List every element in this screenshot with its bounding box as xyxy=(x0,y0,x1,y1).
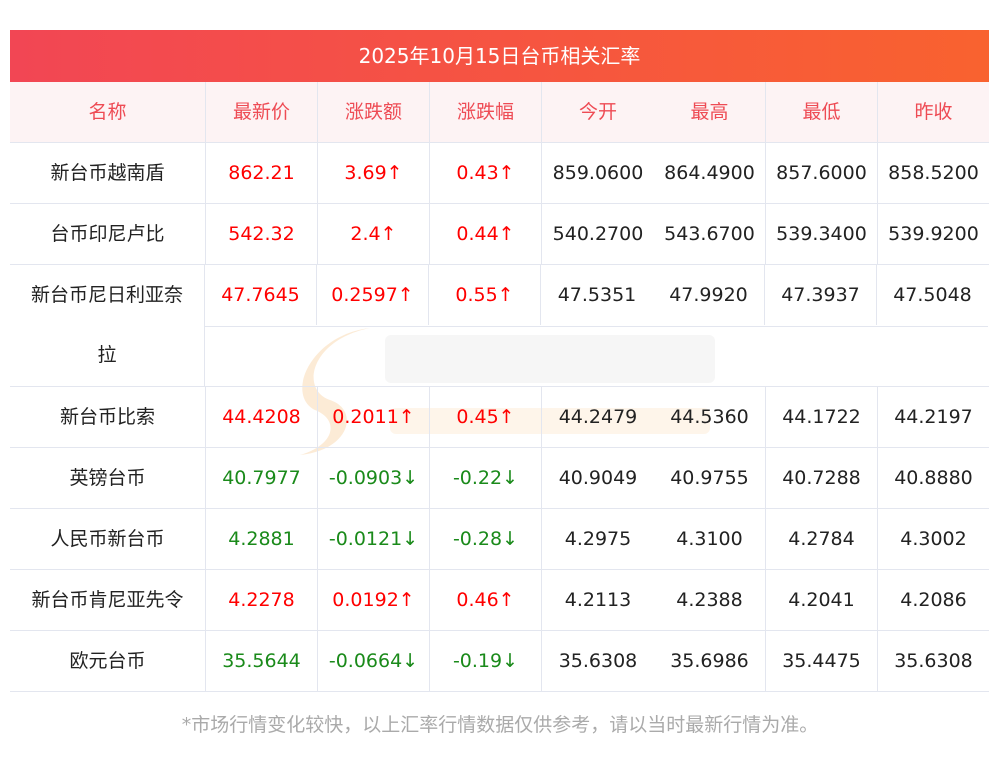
cell-open: 859.0600 xyxy=(552,162,644,184)
currency-pair-name: 新台币尼日利亚奈拉 xyxy=(10,265,205,386)
cell-low: 4.2041 xyxy=(766,570,878,630)
cell-low: 40.7288 xyxy=(766,448,878,508)
cell-change: -0.0121↓ xyxy=(318,509,430,569)
cell-latest: 44.4208 xyxy=(206,387,318,447)
cell-open: 35.6308 xyxy=(558,650,638,672)
cell-prev: 35.6308 xyxy=(894,650,973,672)
cell-change: -0.0664↓ xyxy=(318,631,430,691)
currency-pair-name: 新台币越南盾 xyxy=(10,143,206,203)
cell-open: 4.2113 xyxy=(564,589,632,611)
cell-latest: 4.2278 xyxy=(206,570,318,630)
cell-high: 47.9920 xyxy=(653,265,765,325)
currency-pair-name: 台币印尼卢比 xyxy=(10,204,206,264)
header-name: 名称 xyxy=(10,82,206,142)
cell-latest: 4.2881 xyxy=(206,509,318,569)
cell-pct: -0.22↓ xyxy=(430,448,542,508)
table-row: 新台币比索 44.4208 0.2011↑ 0.45↑ 44.2479 44.5360 44… xyxy=(10,387,989,448)
cell-pct: 0.46↑ xyxy=(430,570,542,630)
cell-prev: 539.9200 xyxy=(888,223,979,245)
cell-high: 864.4900 xyxy=(654,143,766,203)
page-title: 2025年10月15日台币相关汇率 xyxy=(10,30,989,82)
exchange-rate-table: 名称 最新价 涨跌额 涨跌幅 今开 最高 最低 昨收 新台币越南盾 862.21 3… xyxy=(10,82,989,692)
header-pct: 涨跌幅 xyxy=(430,82,542,142)
cell-prev: 4.3002 xyxy=(900,528,967,550)
cell-change: 0.2597↑ xyxy=(317,265,429,325)
currency-pair-name: 欧元台币 xyxy=(10,631,206,691)
cell-high: 35.6986 xyxy=(654,631,766,691)
cell-low: 35.4475 xyxy=(766,631,878,691)
cell-latest: 862.21 xyxy=(206,143,318,203)
cell-pct: 0.43↑ xyxy=(430,143,542,203)
cell-change: -0.0903↓ xyxy=(318,448,430,508)
cell-pct: 0.45↑ xyxy=(430,387,542,447)
cell-open: 540.2700 xyxy=(552,223,644,245)
cell-change: 0.2011↑ xyxy=(318,387,430,447)
cell-open: 47.5351 xyxy=(557,284,637,306)
table-row: 新台币越南盾 862.21 3.69↑ 0.43↑ 859.0600 864.4900 85… xyxy=(10,143,989,204)
cell-pct: -0.28↓ xyxy=(430,509,542,569)
cell-open: 44.2479 xyxy=(558,406,638,428)
cell-high: 4.2388 xyxy=(654,570,766,630)
table-row: 人民币新台币 4.2881 -0.0121↓ -0.28↓ 4.2975 4.3100 4.… xyxy=(10,509,989,570)
cell-pct: 0.44↑ xyxy=(430,204,542,264)
cell-prev: 44.2197 xyxy=(894,406,973,428)
table-row: 欧元台币 35.5644 -0.0664↓ -0.19↓ 35.6308 35.6986 3… xyxy=(10,631,989,692)
cell-low: 44.1722 xyxy=(766,387,878,447)
cell-low: 47.3937 xyxy=(765,265,877,325)
header-latest: 最新价 xyxy=(206,82,318,142)
cell-change: 2.4↑ xyxy=(318,204,430,264)
currency-pair-name: 新台币肯尼亚先令 xyxy=(10,570,206,630)
cell-high: 4.3100 xyxy=(654,509,766,569)
header-high: 最高 xyxy=(654,82,766,142)
cell-latest: 35.5644 xyxy=(206,631,318,691)
cell-latest: 542.32 xyxy=(206,204,318,264)
header-prev: 昨收 xyxy=(914,101,953,123)
footnote: *市场行情变化较快，以上汇率行情数据仅供参考，请以当时最新行情为准。 xyxy=(181,714,819,736)
table-row: 台币印尼卢比 542.32 2.4↑ 0.44↑ 540.2700 543.6700 539… xyxy=(10,204,989,265)
currency-pair-name: 人民币新台币 xyxy=(10,509,206,569)
cell-prev: 40.8880 xyxy=(894,467,973,489)
currency-pair-name: 新台币比索 xyxy=(10,387,206,447)
currency-pair-name: 英镑台币 xyxy=(10,448,206,508)
cell-latest: 47.7645 xyxy=(205,265,317,325)
header-change: 涨跌额 xyxy=(318,82,430,142)
cell-prev: 858.5200 xyxy=(888,162,979,184)
cell-pct: -0.19↓ xyxy=(430,631,542,691)
header-open: 今开 xyxy=(578,101,617,123)
cell-low: 857.6000 xyxy=(766,143,878,203)
cell-change: 0.0192↑ xyxy=(318,570,430,630)
table-row: 新台币肯尼亚先令 4.2278 0.0192↑ 0.46↑ 4.2113 4.2388 4.… xyxy=(10,570,989,631)
table-row: 英镑台币 40.7977 -0.0903↓ -0.22↓ 40.9049 40.9755 4… xyxy=(10,448,989,509)
cell-high: 543.6700 xyxy=(654,204,766,264)
cell-open: 40.9049 xyxy=(558,467,638,489)
cell-pct: 0.55↑ xyxy=(429,265,541,325)
cell-low: 4.2784 xyxy=(766,509,878,569)
cell-high: 44.5360 xyxy=(654,387,766,447)
cell-open: 4.2975 xyxy=(564,528,632,550)
cell-high: 40.9755 xyxy=(654,448,766,508)
table-row: 新台币尼日利亚奈拉 47.7645 0.2597↑ 0.55↑ 47.5351 47.99… xyxy=(10,265,989,387)
cell-latest: 40.7977 xyxy=(206,448,318,508)
header-low: 最低 xyxy=(766,82,878,142)
cell-prev: 47.5048 xyxy=(893,284,972,306)
cell-low: 539.3400 xyxy=(766,204,878,264)
cell-change: 3.69↑ xyxy=(318,143,430,203)
cell-prev: 4.2086 xyxy=(900,589,967,611)
table-header: 名称 最新价 涨跌额 涨跌幅 今开 最高 最低 昨收 xyxy=(10,82,989,143)
